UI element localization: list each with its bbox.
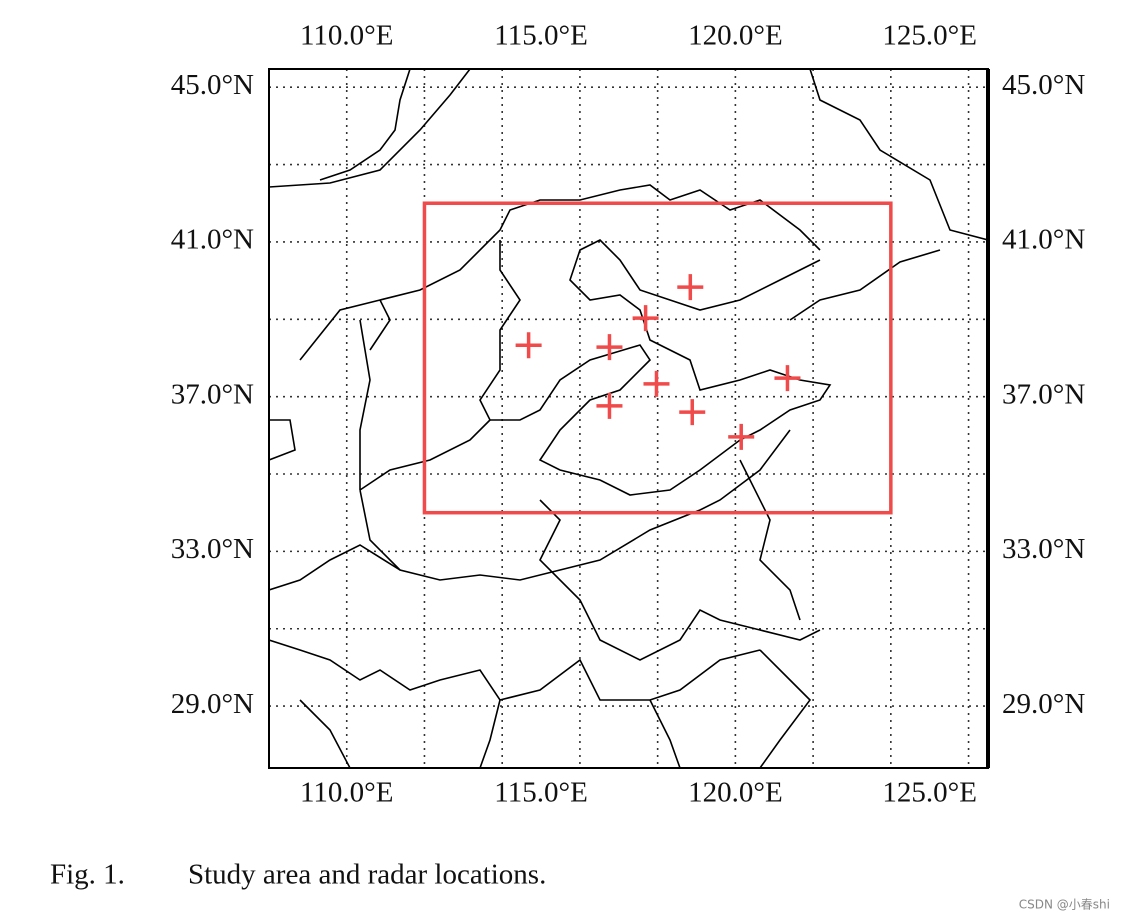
y-tick-label: 37.0°N: [171, 378, 254, 410]
x-tick-label: 120.0°E: [688, 20, 783, 52]
radar-marker: [728, 423, 755, 450]
map-frame: [268, 68, 989, 769]
y-tick-label: 29.0°N: [171, 688, 254, 720]
caption: Study area and radar locations.: [188, 859, 546, 891]
y-tick-label: 33.0°N: [1002, 533, 1085, 565]
y-tick-label: 41.0°N: [1002, 224, 1085, 256]
radar-marker: [596, 392, 623, 419]
radar-marker: [677, 274, 704, 301]
y-tick-label: 45.0°N: [1002, 69, 1085, 101]
grid: [269, 69, 988, 768]
y-tick-label: 45.0°N: [171, 69, 254, 101]
radar-marker: [679, 399, 706, 426]
y-tick-label: 29.0°N: [1002, 688, 1085, 720]
y-tick-label: 37.0°N: [1002, 378, 1085, 410]
watermark: CSDN @小春shi: [1019, 898, 1110, 912]
x-tick-label: 125.0°E: [882, 777, 977, 809]
caption-number: Fig. 1.: [50, 859, 125, 891]
study-area: [422, 201, 893, 515]
y-tick-label: 41.0°N: [171, 224, 254, 256]
radar-marker: [632, 305, 659, 332]
x-tick-label: 110.0°E: [300, 777, 394, 809]
x-tick-label: 120.0°E: [688, 777, 783, 809]
x-tick-label: 125.0°E: [882, 20, 977, 52]
radar-marker: [774, 365, 801, 392]
borders: [269, 69, 988, 768]
x-tick-label: 110.0°E: [300, 20, 394, 52]
x-tick-label: 115.0°E: [494, 20, 588, 52]
radar-marker: [643, 370, 670, 397]
y-tick-label: 33.0°N: [171, 533, 254, 565]
x-tick-label: 115.0°E: [494, 777, 588, 809]
radar-marker: [596, 334, 623, 361]
radar-marker: [515, 332, 542, 359]
